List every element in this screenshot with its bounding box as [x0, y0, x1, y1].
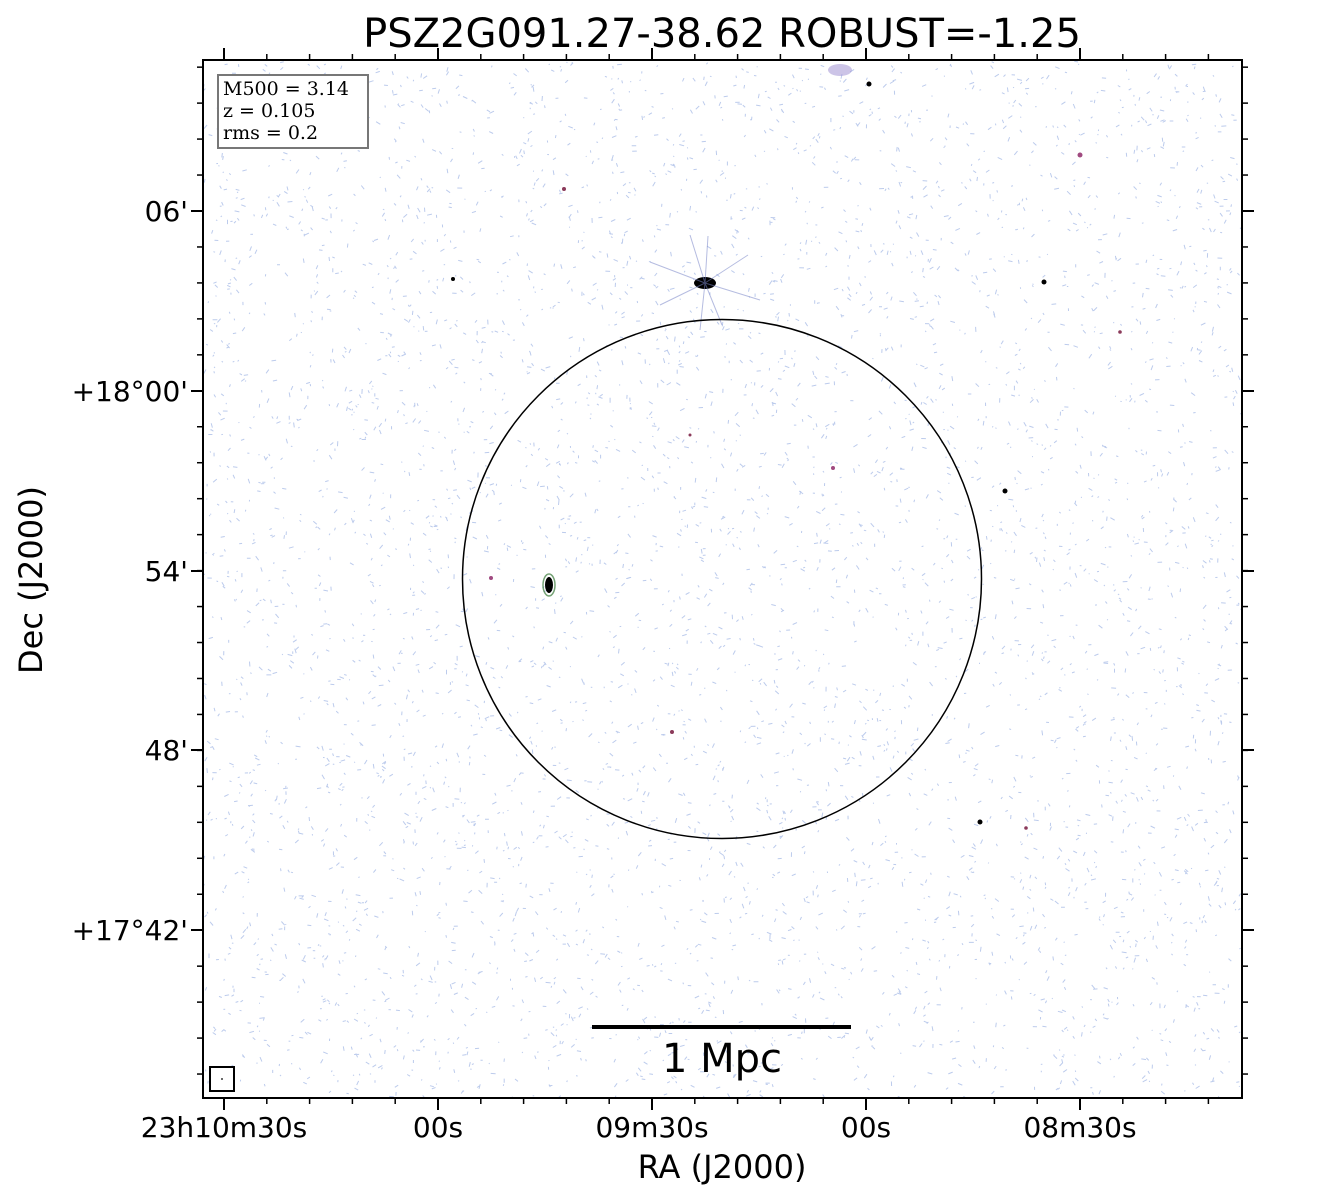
x-tick-label: 00s [413, 1111, 463, 1144]
plot-frame [202, 59, 1243, 1099]
point-source [670, 730, 674, 734]
r500-circle [461, 318, 983, 840]
info-rms: rms = 0.2 [223, 122, 318, 144]
radio-sources [451, 64, 1122, 830]
y-tick-label: 48' [145, 734, 188, 767]
y-tick-label: 06' [145, 195, 188, 228]
info-redshift: z = 0.105 [223, 100, 315, 122]
x-tick-label: 00s [841, 1111, 891, 1144]
point-source [688, 433, 692, 437]
point-source [489, 576, 493, 580]
y-tick-label: +17°42' [72, 914, 188, 947]
beam-box [209, 1066, 235, 1092]
point-source [562, 187, 566, 191]
y-tick-label: 54' [145, 555, 188, 588]
x-tick-label: 09m30s [595, 1111, 708, 1144]
axis-ticks [191, 48, 1254, 1110]
point-source [1002, 488, 1008, 494]
point-source [1041, 279, 1047, 285]
source-north-rays [649, 234, 761, 331]
info-m500: M500 = 3.14 [223, 78, 349, 100]
point-source [1077, 152, 1083, 158]
plot-background [203, 60, 1242, 1098]
figure-title: PSZ2G091.27-38.62 ROBUST=-1.25 [363, 11, 1081, 57]
scalebar-label: 1 Mpc [662, 1036, 782, 1082]
point-source [866, 81, 872, 87]
point-source [451, 277, 455, 281]
x-tick-label: 08m30s [1023, 1111, 1136, 1144]
point-source [977, 819, 983, 825]
y-axis-label: Dec (J2000) [12, 486, 50, 674]
noise-texture [203, 60, 1242, 1098]
y-tick-label: +18°00' [72, 375, 188, 408]
point-source [831, 466, 835, 470]
bright-source-west [545, 577, 553, 593]
diffuse-patch [828, 64, 852, 76]
info-box: M500 = 3.14 z = 0.105 rms = 0.2 [217, 74, 369, 149]
x-axis-label: RA (J2000) [638, 1148, 807, 1186]
point-source [1118, 330, 1122, 334]
x-tick-label: 23h10m30s [141, 1111, 308, 1144]
point-source [1024, 826, 1028, 830]
